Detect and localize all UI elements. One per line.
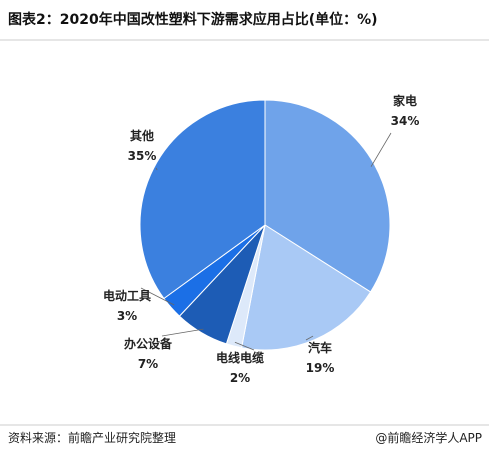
leader-line bbox=[370, 132, 392, 167]
value-label: 35% bbox=[128, 149, 157, 163]
pie-slice bbox=[139, 99, 266, 300]
value-label: 7% bbox=[138, 357, 158, 371]
category-label: 办公设备 bbox=[124, 336, 173, 351]
pie-slice bbox=[240, 224, 372, 351]
category-label: 电动工具 bbox=[103, 288, 151, 303]
value-label: 19% bbox=[306, 361, 335, 375]
leader-line bbox=[140, 287, 175, 306]
category-label: 其他 bbox=[130, 128, 154, 143]
value-label: 34% bbox=[391, 114, 420, 128]
value-label: 2% bbox=[230, 371, 250, 385]
leader-line bbox=[161, 328, 204, 337]
leader-line bbox=[155, 167, 158, 171]
value-label: 3% bbox=[117, 309, 137, 323]
category-label: 家电 bbox=[393, 93, 417, 108]
category-label: 汽车 bbox=[308, 340, 332, 355]
leader-line bbox=[234, 341, 255, 351]
pie-slice bbox=[264, 99, 391, 293]
footer: @前瞻经济学人APP bbox=[375, 430, 482, 445]
chart-title: 图表2：2020年中国改性塑料下游需求应用占比(单位：%) bbox=[8, 11, 378, 28]
leader-line bbox=[305, 335, 314, 341]
source: 资料来源：前瞻产业研究院整理 bbox=[8, 430, 176, 445]
category-label: 电线电缆 bbox=[216, 350, 264, 365]
